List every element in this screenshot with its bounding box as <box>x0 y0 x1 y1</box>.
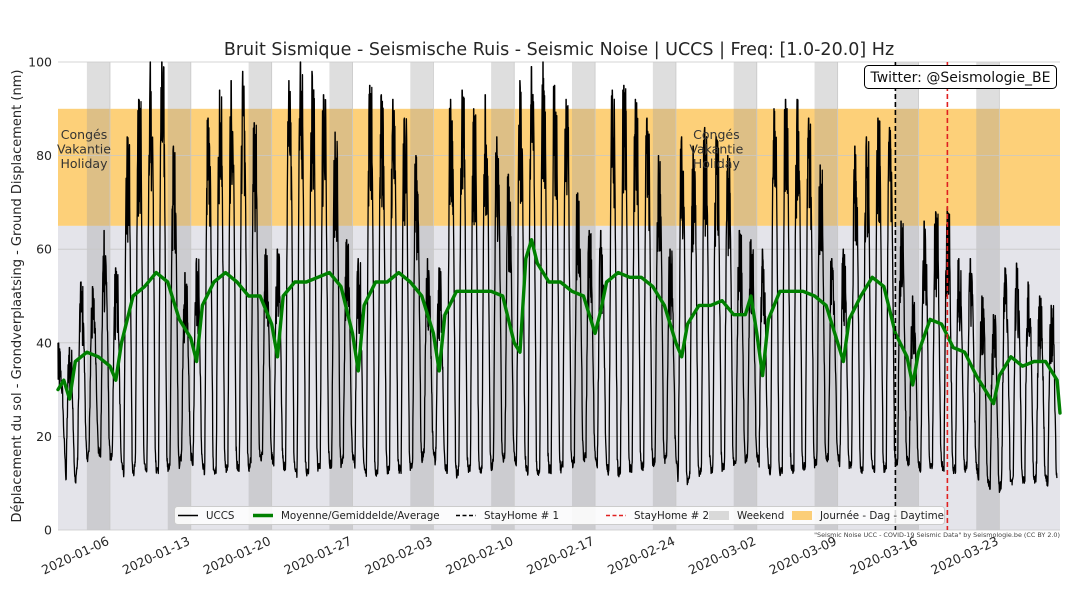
x-tick-label-2020-02-24: 2020-02-24 <box>605 533 677 577</box>
x-tick-label-2020-02-10: 2020-02-10 <box>443 533 515 577</box>
legend-label-1: UCCS <box>206 510 234 522</box>
legend-item-1: UCCS <box>178 510 234 522</box>
x-tick-label-2020-02-17: 2020-02-17 <box>524 533 596 577</box>
x-tick-label-2020-03-09: 2020-03-09 <box>767 533 839 577</box>
x-axis-ticks: 2020-01-06 2020-01-13 2020-01-20 2020-01-27… <box>39 533 1001 577</box>
legend-swatch-5 <box>709 511 729 520</box>
weekend-band-9 <box>733 62 757 530</box>
holiday-label-2-line-2: Vakantie <box>689 142 743 157</box>
x-tick-label-2020-01-20: 2020-01-20 <box>201 533 273 577</box>
holiday-label-1-line-2: Vakantie <box>57 142 111 157</box>
legend-item-6: Journée - Dag - Daytime <box>792 510 944 522</box>
legend-item-4: StayHome # 2 <box>606 510 709 522</box>
x-tick-label-2020-03-02: 2020-03-02 <box>686 533 758 577</box>
x-tick-label-2020-02-03: 2020-02-03 <box>362 533 434 577</box>
legend-item-2: Moyenne/Gemiddelde/Average <box>253 510 440 522</box>
average-series-group <box>56 238 1062 415</box>
x-tick-label-2020-01-13: 2020-01-13 <box>120 533 192 577</box>
legend-label-6: Journée - Dag - Daytime <box>819 510 944 522</box>
y-tick-label-100: 100 <box>28 55 52 70</box>
chart-title: Bruit Sismique - Seismische Ruis - Seism… <box>224 40 894 60</box>
legend-label-4: StayHome # 2 <box>634 510 709 522</box>
twitter-badge-box <box>864 65 1057 89</box>
twitter-handle: Twitter: @Seismologie_BE <box>869 70 1050 86</box>
weekend-band-11 <box>895 62 919 530</box>
x-tick-label-2020-01-06: 2020-01-06 <box>39 533 111 577</box>
x-tick-label-2020-03-16: 2020-03-16 <box>848 533 920 577</box>
legend: UCCS Moyenne/Gemiddelde/Average StayHome #… <box>174 506 945 525</box>
weekend-band-12 <box>976 62 1000 530</box>
legend-label-2: Moyenne/Gemiddelde/Average <box>281 510 440 522</box>
holiday-label-2-line-3: Holiday <box>693 156 741 171</box>
average-line <box>56 238 1062 415</box>
weekend-band-1 <box>86 62 110 530</box>
uccs-series-group <box>57 61 1058 493</box>
y-axis-label: Déplacement du sol - Grondverplaatsing -… <box>10 70 25 523</box>
twitter-badge: Twitter: @Seismologie_BE <box>864 65 1057 89</box>
y-axis-ticks: 0 20 40 60 80 100 <box>28 55 52 538</box>
y-tick-label-20: 20 <box>36 429 52 444</box>
y-tick-label-40: 40 <box>36 335 52 350</box>
holiday-label-1-line-1: Congés <box>61 127 107 142</box>
legend-box <box>174 506 945 525</box>
y-tick-label-0: 0 <box>44 523 52 538</box>
legend-item-5: Weekend <box>709 510 784 522</box>
legend-label-3: StayHome # 1 <box>484 510 559 522</box>
holiday-label-2-line-1: Congés <box>693 127 739 142</box>
legend-swatch-6 <box>792 511 812 520</box>
holiday-label-1: Congés Vakantie Holiday <box>57 127 111 171</box>
y-tick-label-80: 80 <box>36 148 52 163</box>
x-tick-label-2020-03-23: 2020-03-23 <box>928 533 1000 577</box>
holiday-label-1-line-3: Holiday <box>60 156 108 171</box>
uccs-line <box>57 61 1058 493</box>
legend-label-5: Weekend <box>737 510 784 522</box>
holiday-label-2: Congés Vakantie Holiday <box>689 127 743 171</box>
legend-item-3: StayHome # 1 <box>456 510 559 522</box>
credit-text: "Seismic Noise UCC - COVID-19 Seismic Da… <box>814 531 1060 539</box>
y-tick-label-60: 60 <box>36 242 52 257</box>
daytime-band <box>58 108 1060 226</box>
stayhome-lines <box>894 62 949 530</box>
x-tick-label-2020-01-27: 2020-01-27 <box>282 533 354 577</box>
